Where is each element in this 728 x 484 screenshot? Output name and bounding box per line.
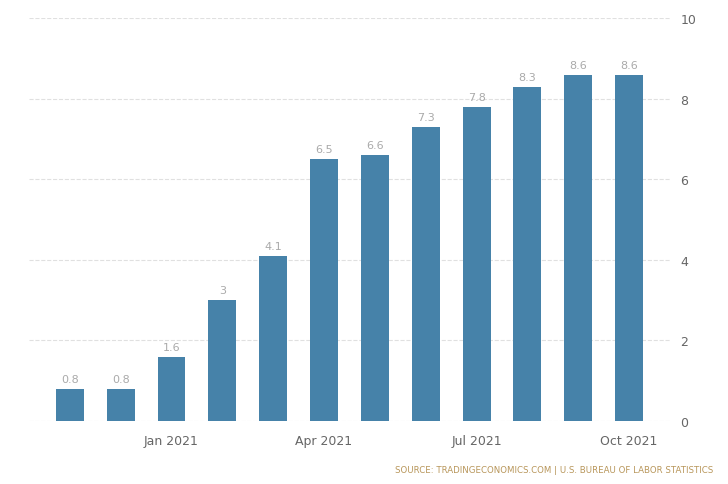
Text: 6.5: 6.5 — [315, 145, 333, 155]
Bar — [157, 357, 186, 421]
Bar — [259, 257, 287, 421]
Bar — [412, 128, 440, 421]
Bar — [107, 389, 135, 421]
Bar — [310, 160, 338, 421]
Bar — [564, 76, 592, 421]
Bar — [208, 301, 237, 421]
Bar — [56, 389, 84, 421]
Text: 3: 3 — [219, 286, 226, 296]
Bar — [513, 88, 542, 421]
Text: 8.6: 8.6 — [620, 61, 638, 71]
Text: 4.1: 4.1 — [264, 242, 282, 252]
Text: 7.8: 7.8 — [467, 93, 486, 103]
Text: 1.6: 1.6 — [162, 342, 181, 352]
Text: SOURCE: TRADINGECONOMICS.COM | U.S. BUREAU OF LABOR STATISTICS: SOURCE: TRADINGECONOMICS.COM | U.S. BURE… — [395, 465, 713, 474]
Text: 6.6: 6.6 — [366, 141, 384, 151]
Text: 0.8: 0.8 — [112, 374, 130, 384]
Bar — [462, 108, 491, 421]
Text: 8.3: 8.3 — [518, 73, 537, 83]
Text: 7.3: 7.3 — [417, 113, 435, 123]
Text: 8.6: 8.6 — [569, 61, 587, 71]
Bar — [361, 156, 389, 421]
Text: 0.8: 0.8 — [61, 374, 79, 384]
Bar — [615, 76, 643, 421]
